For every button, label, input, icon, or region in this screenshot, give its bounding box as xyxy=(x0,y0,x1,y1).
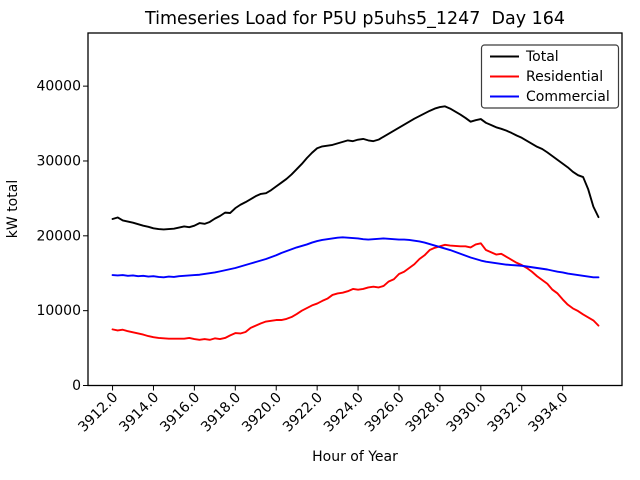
chart-title: Timeseries Load for P5U p5uhs5_1247 Day … xyxy=(144,9,565,29)
series-line-commercial xyxy=(111,236,600,279)
legend: Total Residential Commercial xyxy=(480,44,620,109)
y-axis-label: kW total xyxy=(5,180,21,238)
series-line-residential xyxy=(111,242,600,341)
plot-border xyxy=(87,32,623,387)
x-axis-label: Hour of Year xyxy=(312,449,398,465)
y-tick-label: 40000 xyxy=(36,79,81,95)
y-tick-label: 0 xyxy=(72,378,81,394)
legend-entry-residential: Residential xyxy=(490,69,603,85)
y-tick-label: 30000 xyxy=(36,153,81,169)
series-line-total xyxy=(111,105,600,231)
legend-label-residential: Residential xyxy=(526,69,603,85)
y-axis-ticks: 0 10000 20000 30000 40000 xyxy=(36,79,88,394)
legend-label-commercial: Commercial xyxy=(526,89,610,105)
y-tick-label: 10000 xyxy=(36,303,81,319)
legend-box xyxy=(480,44,620,109)
y-tick-label: 20000 xyxy=(36,228,81,244)
legend-entry-total: Total xyxy=(490,49,559,65)
legend-entry-commercial: Commercial xyxy=(490,89,610,105)
legend-label-total: Total xyxy=(525,49,559,65)
series-lines xyxy=(111,105,600,341)
